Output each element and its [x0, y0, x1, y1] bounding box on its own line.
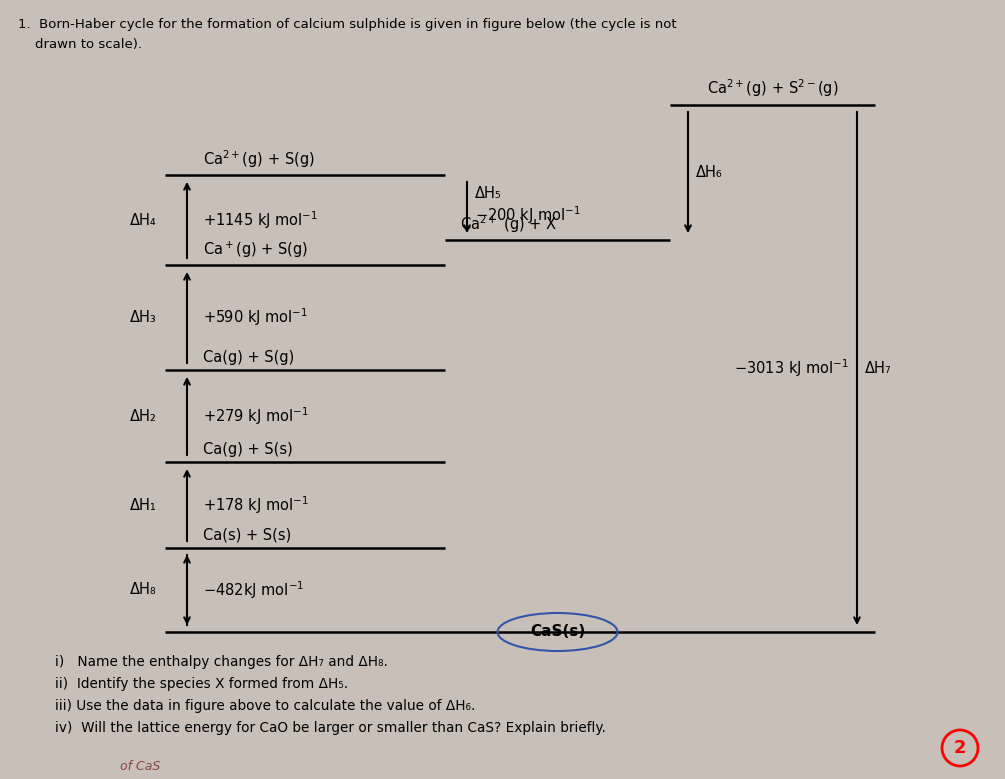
Text: 2: 2 [954, 739, 966, 757]
Text: i)   Name the enthalpy changes for ΔH₇ and ΔH₈.: i) Name the enthalpy changes for ΔH₇ and… [55, 655, 388, 669]
Text: CaS(s): CaS(s) [530, 625, 585, 640]
Text: +178 kJ mol$^{-1}$: +178 kJ mol$^{-1}$ [203, 494, 309, 516]
Text: Ca$^+$(g) + S(g): Ca$^+$(g) + S(g) [203, 240, 309, 260]
Text: −3013 kJ mol$^{-1}$: −3013 kJ mol$^{-1}$ [734, 358, 849, 379]
Text: −482kJ mol$^{-1}$: −482kJ mol$^{-1}$ [203, 579, 305, 601]
Text: iv)  Will the lattice energy for CaO be larger or smaller than CaS? Explain brie: iv) Will the lattice energy for CaO be l… [55, 721, 606, 735]
Text: ΔH₇: ΔH₇ [865, 361, 891, 376]
Text: +590 kJ mol$^{-1}$: +590 kJ mol$^{-1}$ [203, 307, 308, 329]
Text: iii) Use the data in figure above to calculate the value of ΔH₆.: iii) Use the data in figure above to cal… [55, 699, 475, 713]
Text: ΔH₁: ΔH₁ [131, 498, 157, 513]
Text: ΔH₂: ΔH₂ [130, 408, 157, 424]
Text: of CaS: of CaS [120, 760, 160, 773]
Text: ΔH₆: ΔH₆ [696, 165, 723, 180]
Text: 1.  Born-Haber cycle for the formation of calcium sulphide is given in figure be: 1. Born-Haber cycle for the formation of… [18, 18, 676, 31]
Text: Ca$^{2+}$(g) + S$^{2-}$(g): Ca$^{2+}$(g) + S$^{2-}$(g) [707, 77, 838, 99]
Text: ΔH₈: ΔH₈ [131, 583, 157, 597]
Text: +279 kJ mol$^{-1}$: +279 kJ mol$^{-1}$ [203, 405, 309, 427]
Text: ii)  Identify the species X formed from ΔH₅.: ii) Identify the species X formed from Δ… [55, 677, 348, 691]
Text: drawn to scale).: drawn to scale). [18, 38, 142, 51]
Text: −200 kJ mol$^{-1}$: −200 kJ mol$^{-1}$ [475, 205, 581, 227]
Text: Ca(g) + S(s): Ca(g) + S(s) [203, 442, 292, 457]
Text: ΔH₄: ΔH₄ [131, 213, 157, 227]
Text: ΔH₅: ΔH₅ [475, 186, 501, 201]
Text: Ca(s) + S(s): Ca(s) + S(s) [203, 528, 291, 543]
Text: +1145 kJ mol$^{-1}$: +1145 kJ mol$^{-1}$ [203, 209, 318, 231]
Text: Ca$^{2+}$ (g) + X: Ca$^{2+}$ (g) + X [460, 213, 558, 235]
Text: Ca$^{2+}$(g) + S(g): Ca$^{2+}$(g) + S(g) [203, 148, 315, 170]
Text: Ca(g) + S(g): Ca(g) + S(g) [203, 350, 294, 365]
Text: ΔH₃: ΔH₃ [131, 310, 157, 325]
